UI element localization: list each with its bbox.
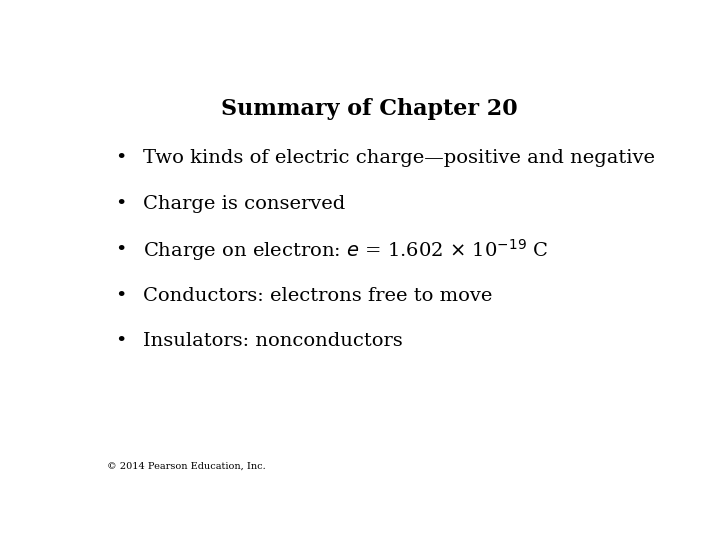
Text: •: • bbox=[115, 287, 127, 305]
Text: •: • bbox=[115, 150, 127, 167]
Text: Conductors: electrons free to move: Conductors: electrons free to move bbox=[143, 287, 492, 305]
Text: •: • bbox=[115, 195, 127, 213]
Text: © 2014 Pearson Education, Inc.: © 2014 Pearson Education, Inc. bbox=[107, 461, 266, 470]
Text: •: • bbox=[115, 241, 127, 259]
Text: Charge on electron: $e$ = 1.602 $\times$ 10$^{-19}$ C: Charge on electron: $e$ = 1.602 $\times$… bbox=[143, 237, 548, 263]
Text: •: • bbox=[115, 332, 127, 350]
Text: Charge is conserved: Charge is conserved bbox=[143, 195, 346, 213]
Text: Summary of Chapter 20: Summary of Chapter 20 bbox=[221, 98, 517, 120]
Text: Two kinds of electric charge—positive and negative: Two kinds of electric charge—positive an… bbox=[143, 150, 655, 167]
Text: Insulators: nonconductors: Insulators: nonconductors bbox=[143, 332, 402, 350]
